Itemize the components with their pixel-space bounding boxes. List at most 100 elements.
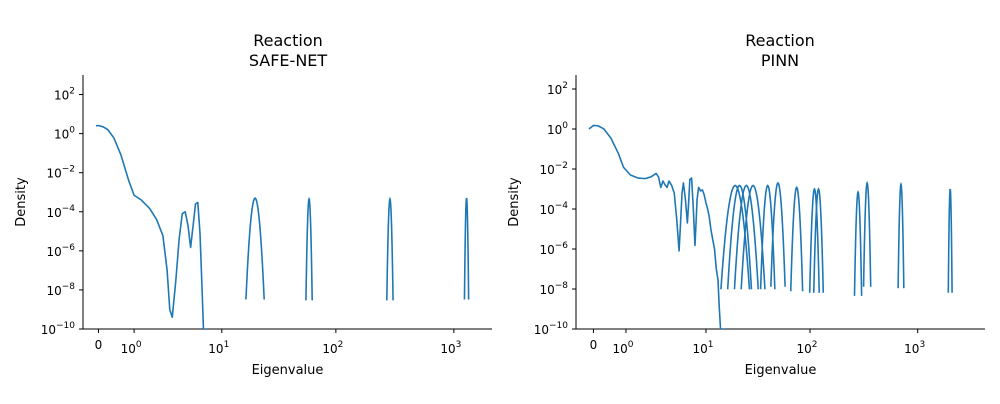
density-spike-3 xyxy=(733,184,760,290)
y-tick-label-base: 10 xyxy=(547,123,562,137)
x-tick-label: 0 xyxy=(95,338,103,352)
y-tick-label: 10−4 xyxy=(46,204,75,220)
x-tick-label-base: 10 xyxy=(322,342,337,356)
y-tick-label-base: 10 xyxy=(46,167,61,181)
y-tick-label-exp: 0 xyxy=(69,126,75,136)
x-tick-label-base: 0 xyxy=(95,338,103,352)
x-tick-label-base: 10 xyxy=(440,342,455,356)
density-spike-11 xyxy=(862,180,872,287)
x-tick-label: 103 xyxy=(904,340,925,356)
density-spike-9 xyxy=(812,187,825,293)
y-axis-label: Density xyxy=(14,177,29,227)
y-tick-label-base: 10 xyxy=(46,245,61,259)
x-tick-label-exp: 0 xyxy=(136,340,142,350)
y-tick-label-exp: 2 xyxy=(562,81,568,91)
x-tick-label-base: 10 xyxy=(208,342,223,356)
y-tick-label: 102 xyxy=(54,87,75,103)
y-tick-label: 10−6 xyxy=(539,241,568,257)
density-spike-10 xyxy=(853,190,863,296)
y-tick-label-base: 10 xyxy=(46,206,61,220)
density-spike-1 xyxy=(245,197,265,300)
x-tick-label-base: 0 xyxy=(590,338,598,352)
y-tick-label-exp: −2 xyxy=(62,165,75,175)
y-tick-label: 10−8 xyxy=(46,282,75,298)
y-tick-label-base: 10 xyxy=(54,89,69,103)
density-spike-7 xyxy=(789,185,804,292)
y-tick-label-exp: −2 xyxy=(555,161,568,171)
chart-title-line-1: Reaction xyxy=(253,31,323,50)
density-spike-2 xyxy=(305,196,313,301)
y-tick-label-base: 10 xyxy=(539,243,554,257)
y-tick-label-base: 10 xyxy=(539,283,554,297)
density-spike-13 xyxy=(947,188,953,293)
x-tick-label-exp: 1 xyxy=(224,340,230,350)
density-curve-series-1 xyxy=(95,124,208,329)
x-tick-label: 100 xyxy=(612,340,633,356)
y-tick-label-exp: −4 xyxy=(555,201,569,211)
x-tick-label-base: 10 xyxy=(797,342,812,356)
y-tick-label-exp: −8 xyxy=(555,281,569,291)
plot-area xyxy=(588,124,953,329)
x-tick-label: 102 xyxy=(322,340,343,356)
x-axis-label: Eigenvalue xyxy=(745,363,817,378)
density-spike-4 xyxy=(740,184,766,290)
y-tick-label-base: 10 xyxy=(539,203,554,217)
y-tick-label: 102 xyxy=(547,81,568,97)
plot-area xyxy=(95,124,470,329)
chart-title-line-2: PINN xyxy=(761,51,799,70)
density-spike-8 xyxy=(808,187,821,293)
x-tick-label-exp: 3 xyxy=(456,340,462,350)
chart-title-line-2: SAFE-NET xyxy=(249,51,328,70)
y-tick-label-base: 10 xyxy=(46,284,61,298)
y-tick-label-exp: −8 xyxy=(62,282,76,292)
y-tick-label-exp: −4 xyxy=(62,204,76,214)
x-tick-label: 103 xyxy=(440,340,461,356)
y-tick-label-exp: 2 xyxy=(69,87,75,97)
x-axis-label: Eigenvalue xyxy=(252,363,324,378)
x-tick-label: 0 xyxy=(590,338,598,352)
density-spike-2 xyxy=(726,184,753,290)
x-tick-label-exp: 1 xyxy=(708,340,714,350)
y-tick-label-base: 10 xyxy=(534,323,549,337)
y-tick-label: 100 xyxy=(54,126,75,142)
x-tick-label-exp: 2 xyxy=(812,340,818,350)
density-spike-6 xyxy=(770,181,786,287)
y-tick-label: 10−2 xyxy=(46,165,75,181)
x-tick-label: 101 xyxy=(692,340,713,356)
density-spike-4 xyxy=(463,197,470,300)
y-tick-label-exp: −6 xyxy=(62,243,76,253)
y-axis-label: Density xyxy=(507,177,522,227)
y-tick-label: 10−6 xyxy=(46,243,75,259)
y-tick-label: 10−4 xyxy=(539,201,568,217)
y-tick-label-exp: −10 xyxy=(56,321,75,331)
y-tick-label-exp: −6 xyxy=(555,241,569,251)
x-tick-label-base: 10 xyxy=(121,342,136,356)
y-tick-label-base: 10 xyxy=(539,163,554,177)
y-tick-label: 10−10 xyxy=(534,321,569,337)
y-tick-label: 100 xyxy=(547,121,568,137)
y-tick-label-base: 10 xyxy=(41,323,56,337)
y-tick-label: 10−8 xyxy=(539,281,568,297)
density-spike-3 xyxy=(386,196,394,301)
x-tick-label-exp: 0 xyxy=(628,340,634,350)
x-tick-label-base: 10 xyxy=(692,342,707,356)
y-tick-label-base: 10 xyxy=(54,128,69,142)
x-tick-label: 102 xyxy=(797,340,818,356)
x-tick-label-base: 10 xyxy=(904,342,919,356)
x-tick-label-exp: 3 xyxy=(919,340,925,350)
x-tick-label: 100 xyxy=(121,340,142,356)
x-tick-label: 101 xyxy=(208,340,229,356)
y-tick-label: 10−2 xyxy=(539,161,568,177)
x-tick-label-exp: 2 xyxy=(338,340,344,350)
y-tick-label-exp: −10 xyxy=(549,321,568,331)
y-tick-label-base: 10 xyxy=(547,83,562,97)
density-spike-12 xyxy=(897,181,905,289)
chart-title-line-1: Reaction xyxy=(745,31,815,50)
density-curve-series-1 xyxy=(588,124,727,329)
y-tick-label: 10−10 xyxy=(41,321,76,337)
y-tick-label-exp: 0 xyxy=(562,121,568,131)
